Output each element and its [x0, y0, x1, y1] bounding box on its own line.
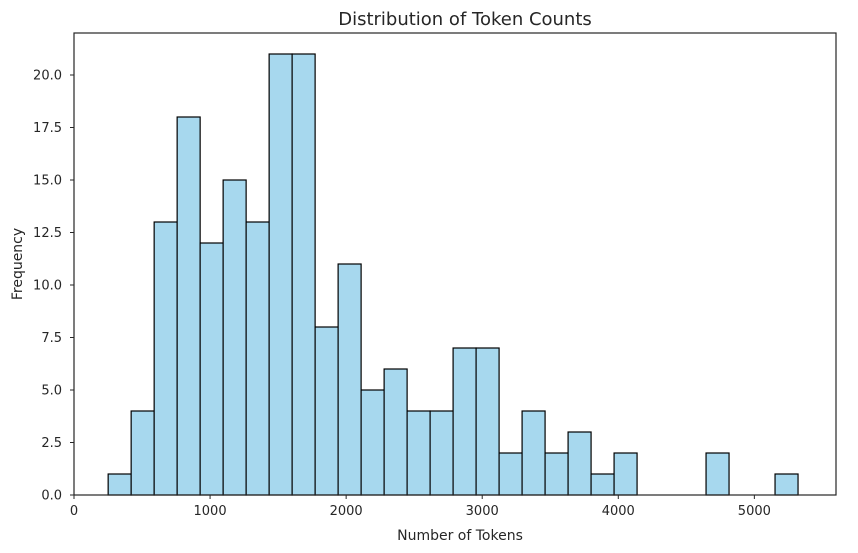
plot-frame [73, 32, 837, 496]
chart-title: Distribution of Token Counts [338, 9, 592, 30]
histogram-bar [567, 431, 592, 496]
x-tick-label: 4000 [602, 504, 635, 519]
y-tick-label: 2.5 [41, 436, 62, 451]
y-tick-label: 5.0 [41, 384, 62, 399]
histogram-bar [544, 452, 569, 496]
histogram-bar [314, 326, 339, 496]
histogram-bar [498, 452, 523, 496]
y-tick-label: 12.5 [33, 226, 62, 241]
histogram-bar [222, 179, 247, 496]
histogram-bar [107, 473, 132, 496]
histogram-bar [521, 410, 546, 496]
x-tick-label: 3000 [466, 504, 499, 519]
histogram-bar [291, 53, 316, 496]
x-tick-label: 0 [70, 504, 78, 519]
histogram-bar [383, 368, 408, 496]
histogram-bar [452, 347, 477, 496]
histogram-bar [475, 347, 500, 496]
bars-group [107, 53, 799, 496]
y-tick-label: 17.5 [33, 121, 62, 136]
x-tick-label: 1000 [194, 504, 227, 519]
histogram-bar [590, 473, 615, 496]
histogram-bar [199, 242, 224, 496]
y-axis-label: Frequency [10, 228, 26, 300]
histogram-bar [176, 116, 201, 496]
histogram-bar [245, 221, 270, 496]
histogram-bar [406, 410, 431, 496]
y-tick-label: 0.0 [41, 489, 62, 504]
y-axis-ticks: 0.0 2.5 5.0 7.5 10.0 12.5 15.0 17.5 20.0 [33, 69, 74, 504]
histogram-bar [613, 452, 638, 496]
histogram-bar [360, 389, 385, 496]
histogram-bar [130, 410, 155, 496]
x-axis-ticks: 0 1000 2000 3000 4000 5000 [70, 495, 771, 519]
histogram-bar [774, 473, 799, 496]
y-tick-label: 7.5 [41, 331, 62, 346]
y-tick-label: 10.0 [33, 279, 62, 294]
y-tick-label: 20.0 [33, 69, 62, 84]
histogram-bar [429, 410, 454, 496]
histogram-bar [337, 263, 362, 496]
histogram-bar [153, 221, 178, 496]
x-tick-label: 2000 [330, 504, 363, 519]
histogram-bar [268, 53, 293, 496]
histogram-bar [705, 452, 730, 496]
y-tick-label: 15.0 [33, 174, 62, 189]
x-axis-label: Number of Tokens [397, 528, 523, 544]
x-tick-label: 5000 [738, 504, 771, 519]
